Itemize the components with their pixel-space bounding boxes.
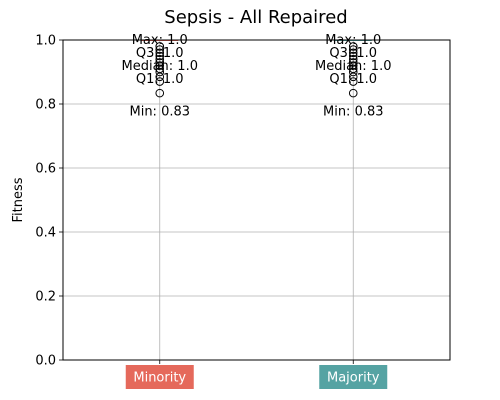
plot-frame [62,39,451,361]
outlier-point [348,48,358,58]
outlier-point [348,64,358,74]
outlier-point [155,77,165,86]
outlier-point [348,77,358,86]
y-tick-label: 0.0 [35,354,56,369]
annotation-minority: Median: 1.0 [122,59,198,74]
outlier-point [155,45,165,54]
annotation-minority: Q3: 1.0 [136,46,184,61]
outlier-point [348,51,358,61]
outlier-point [348,67,358,77]
category-label-minority: Minority [133,371,186,386]
annotation-minority: Min: 0.83 [129,104,190,119]
outlier-point [155,54,165,64]
category-label-box-majority [319,365,388,389]
y-tick-label: 0.2 [35,290,56,305]
outlier-point [155,42,165,51]
outlier-point [348,42,358,51]
y-tick-label: 0.8 [35,98,56,113]
outlier-point [155,51,165,61]
x-axis: Minority Majority [125,360,388,389]
outlier-point [348,54,358,64]
annotation-majority: Median: 1.0 [315,59,391,74]
annotation-majority: Min: 0.83 [323,104,384,119]
annotation-majority: Q1: 1.0 [329,72,377,87]
category-label-box-minority [125,365,194,389]
outlier-point [155,67,165,77]
chart-title: Sepsis - All Repaired [164,7,347,28]
y-axis-label: Fitness [11,177,26,222]
outlier-point [155,61,165,70]
outlier-point [155,58,165,67]
outlier-point [348,58,358,67]
grid [63,39,450,361]
category-label-majority: Majority [327,371,380,386]
annotation-majority: Q3: 1.0 [329,46,377,61]
y-axis: 0.0 0.2 0.4 0.6 0.8 1.0 [35,34,63,369]
outlier-point [348,45,358,54]
outlier-point [348,61,358,70]
y-tick-label: 0.6 [35,162,56,177]
outlier-point [155,64,165,74]
outlier-point [348,88,358,98]
outlier-point [155,88,165,98]
y-tick-label: 0.4 [35,226,56,241]
y-tick-label: 1.0 [35,34,56,49]
outlier-point [155,48,165,58]
annotation-minority: Q1: 1.0 [136,72,184,87]
